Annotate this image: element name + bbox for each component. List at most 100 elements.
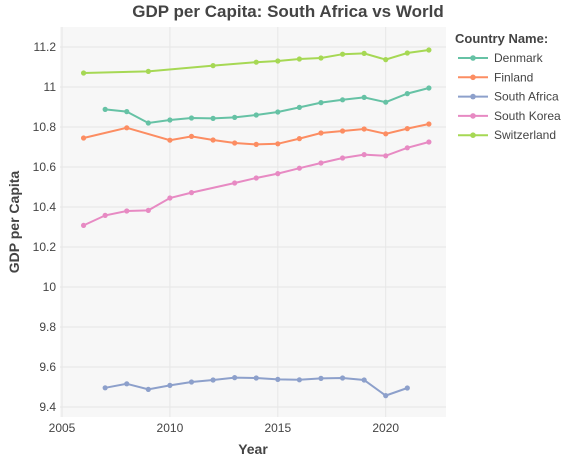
south-africa-point [232, 375, 238, 381]
legend-swatch-marker [470, 93, 476, 100]
x-axis-title: Year [238, 441, 268, 457]
south-korea-point [232, 180, 238, 186]
south-africa-point [253, 375, 259, 381]
legend-swatch-marker [470, 132, 476, 138]
legend-item-south-africa[interactable]: South Africa [458, 90, 559, 104]
south-korea-point [145, 207, 151, 213]
switzerland-point [318, 55, 324, 61]
switzerland-point [339, 51, 346, 57]
finland-point [426, 121, 432, 127]
denmark-point [102, 106, 108, 112]
x-tick-label: 2005 [49, 421, 76, 435]
south-africa-point [275, 376, 281, 382]
series-switzerland [80, 47, 432, 76]
series-south-africa [102, 375, 410, 399]
south-korea-point [167, 195, 173, 201]
south-korea-point [318, 160, 324, 166]
denmark-point [318, 100, 324, 106]
y-tick-label: 11 [44, 80, 57, 94]
south-korea-point [361, 152, 367, 158]
south-africa-point [339, 375, 346, 381]
switzerland-point [80, 70, 87, 76]
switzerland-point [275, 58, 281, 64]
finland-point [80, 135, 87, 141]
legend-swatch-marker [470, 74, 476, 81]
south-korea-point [188, 190, 195, 196]
legend-title: Country Name: [455, 31, 548, 46]
south-africa-point [167, 382, 173, 388]
denmark-line [105, 87, 430, 125]
denmark-point [404, 91, 410, 97]
south-korea-point [339, 155, 346, 161]
south-africa-point [296, 377, 303, 383]
x-axis-ticks: 2005 2010 2015 2020 [49, 421, 400, 435]
legend-label: Denmark [494, 51, 544, 65]
switzerland-point [210, 63, 216, 69]
legend-item-denmark[interactable]: Denmark [458, 51, 544, 65]
switzerland-point [361, 50, 367, 57]
x-tick-label: 2020 [372, 421, 399, 435]
finland-point [296, 136, 303, 142]
legend-label: South Africa [494, 90, 559, 104]
legend-swatch-marker [470, 55, 476, 61]
south-korea-point [383, 153, 389, 159]
south-africa-point [361, 377, 367, 383]
south-korea-point [124, 208, 130, 214]
south-africa-point [188, 379, 195, 385]
legend-swatch-marker [470, 113, 476, 119]
finland-point [275, 141, 281, 147]
finland-point [361, 126, 367, 132]
legend-label: South Korea [494, 109, 561, 123]
switzerland-point [404, 50, 410, 56]
switzerland-point [383, 57, 389, 63]
south-korea-point [275, 171, 281, 177]
denmark-point [210, 115, 216, 121]
south-africa-point [102, 385, 108, 391]
denmark-point [275, 109, 281, 115]
grid-lines [60, 27, 446, 417]
legend-label: Finland [494, 70, 533, 84]
switzerland-point [253, 59, 259, 65]
south-africa-point [124, 381, 130, 387]
finland-point [188, 133, 195, 139]
denmark-point [253, 112, 259, 118]
south-korea-point [296, 165, 303, 171]
y-tick-label: 9.6 [39, 360, 56, 374]
legend-item-south-korea[interactable]: South Korea [458, 109, 561, 123]
switzerland-point [426, 47, 432, 53]
y-tick-label: 9.4 [39, 400, 56, 414]
denmark-point [188, 115, 195, 121]
south-africa-point [145, 386, 151, 392]
denmark-point [232, 114, 238, 120]
denmark-point [124, 109, 130, 115]
y-tick-label: 10.2 [33, 240, 57, 254]
switzerland-point [145, 68, 151, 74]
south-korea-point [253, 175, 259, 181]
denmark-point [167, 117, 173, 123]
y-tick-label: 10.8 [33, 120, 57, 134]
legend-label: Switzerland [494, 128, 556, 142]
south-korea-point [404, 145, 410, 151]
plot-background [60, 27, 446, 417]
finland-point [339, 128, 346, 134]
y-tick-label: 11.2 [34, 40, 57, 54]
y-axis-title: GDP per Capita [6, 171, 22, 274]
switzerland-line [83, 49, 430, 74]
denmark-point [361, 94, 367, 100]
south-korea-point [102, 212, 108, 218]
x-tick-label: 2010 [157, 421, 184, 435]
denmark-point [339, 97, 346, 103]
switzerland-point [296, 56, 303, 62]
series-denmark [102, 85, 432, 126]
legend-item-finland[interactable]: Finland [458, 70, 533, 84]
south-africa-point [210, 377, 216, 383]
finland-point [167, 137, 173, 143]
finland-point [210, 137, 216, 143]
legend-item-switzerland[interactable]: Switzerland [458, 128, 556, 142]
y-tick-label: 10.6 [33, 160, 57, 174]
denmark-point [426, 85, 432, 91]
denmark-point [296, 104, 303, 110]
finland-point [124, 125, 130, 131]
south-africa-point [404, 385, 410, 391]
y-axis-ticks: 9.4 9.6 9.8 10 10.2 10.4 10.6 10.8 11 11.2 [33, 40, 57, 414]
